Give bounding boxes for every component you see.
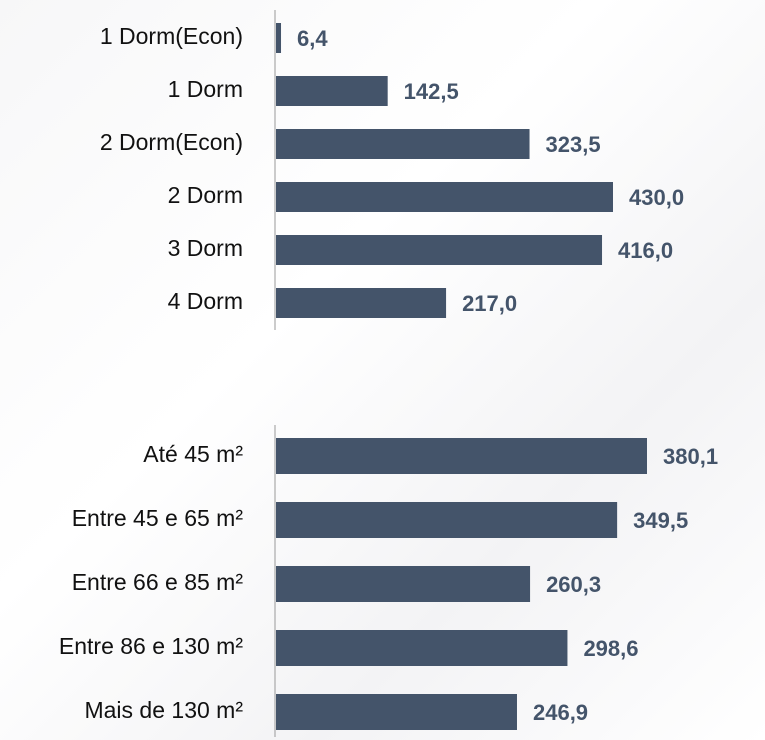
category-label: Mais de 130 m² [84, 697, 243, 723]
value-label: 430,0 [629, 185, 684, 210]
bar [276, 76, 388, 106]
value-label: 298,6 [583, 636, 638, 661]
category-label: 1 Dorm [168, 76, 243, 102]
bar [276, 182, 613, 212]
value-label: 246,9 [533, 700, 588, 725]
value-label: 380,1 [663, 444, 718, 469]
value-label: 6,4 [297, 26, 328, 51]
value-label: 416,0 [618, 238, 673, 263]
category-label: Até 45 m² [143, 441, 243, 467]
bar [276, 630, 568, 666]
category-label: 3 Dorm [168, 235, 243, 261]
bar [276, 23, 282, 53]
bar [276, 288, 447, 318]
value-label: 217,0 [462, 291, 517, 316]
value-label: 349,5 [633, 508, 688, 533]
value-label: 142,5 [404, 79, 459, 104]
bar [276, 694, 517, 730]
bar [276, 438, 647, 474]
category-label: 2 Dorm [168, 182, 243, 208]
bar [276, 235, 603, 265]
value-label: 260,3 [546, 572, 601, 597]
bar [276, 566, 531, 602]
category-label: Entre 86 e 130 m² [59, 633, 243, 659]
bar [276, 502, 618, 538]
value-label: 323,5 [546, 132, 601, 157]
category-label: 1 Dorm(Econ) [100, 23, 243, 49]
bar [276, 129, 530, 159]
category-label: 2 Dorm(Econ) [100, 129, 243, 155]
category-label: 4 Dorm [168, 288, 243, 314]
category-label: Entre 66 e 85 m² [72, 569, 244, 595]
category-label: Entre 45 e 65 m² [72, 505, 244, 531]
